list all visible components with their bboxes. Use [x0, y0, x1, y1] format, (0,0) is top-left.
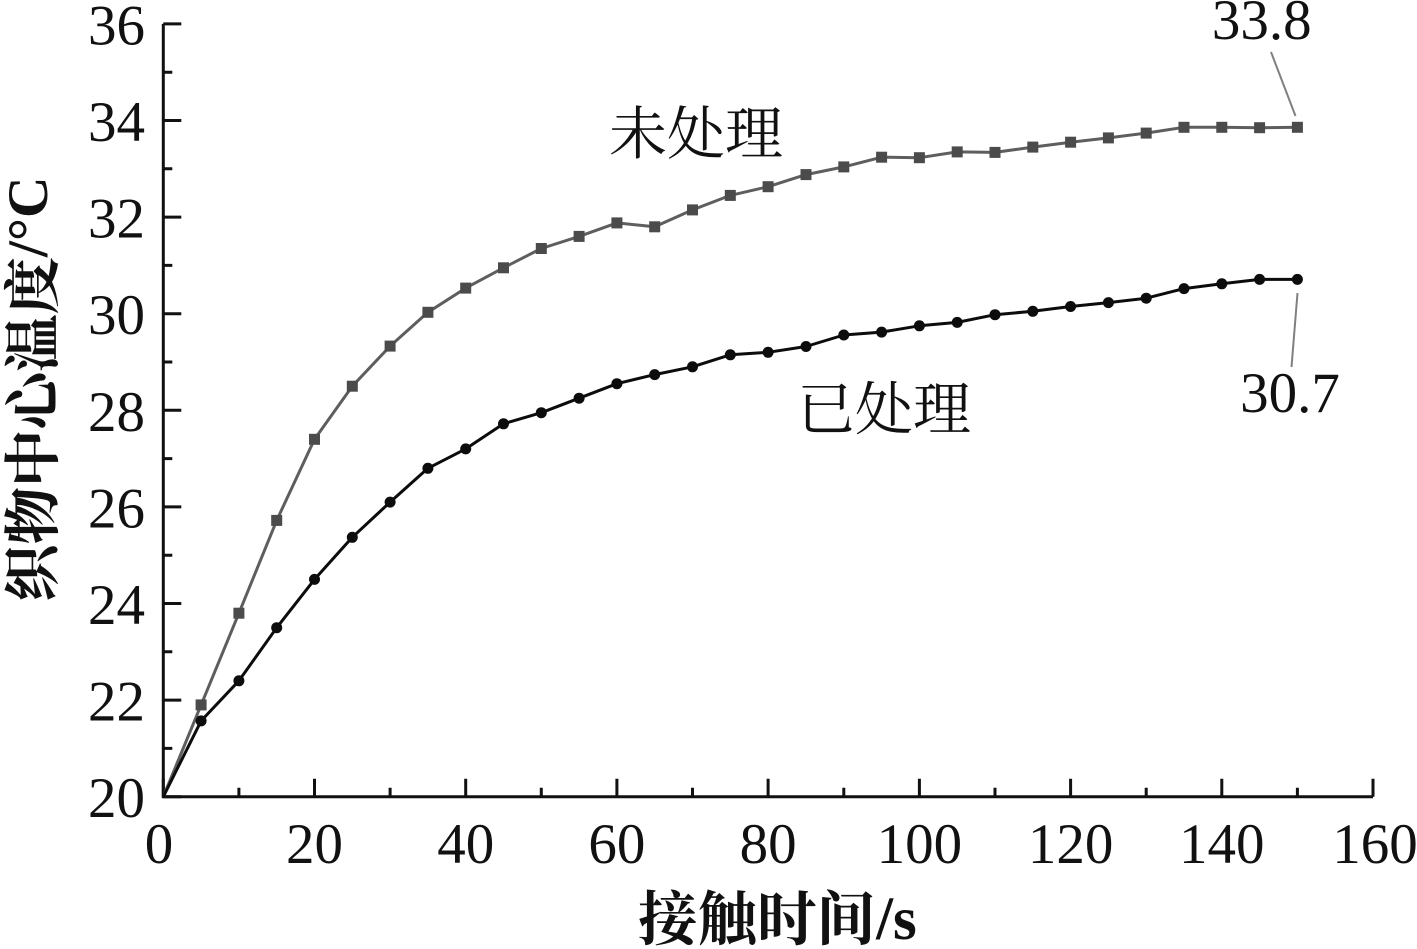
svg-text:60: 60: [588, 813, 645, 876]
svg-text:140: 140: [1179, 813, 1265, 876]
svg-text:33.8: 33.8: [1212, 0, 1312, 52]
svg-text:24: 24: [88, 574, 145, 637]
svg-text:30.7: 30.7: [1240, 362, 1340, 425]
svg-text:100: 100: [877, 813, 963, 876]
svg-text:40: 40: [437, 813, 494, 876]
svg-text:34: 34: [88, 91, 145, 154]
svg-text:/°C: /°C: [0, 177, 60, 259]
svg-text:32: 32: [88, 188, 145, 251]
svg-text:160: 160: [1332, 813, 1417, 876]
svg-text:30: 30: [88, 284, 145, 347]
svg-text:80: 80: [740, 813, 797, 876]
svg-text:22: 22: [88, 671, 145, 734]
svg-text:36: 36: [88, 0, 145, 57]
svg-text:26: 26: [88, 477, 145, 540]
svg-text:/s: /s: [875, 886, 917, 949]
svg-text:20: 20: [286, 813, 343, 876]
svg-text:20: 20: [88, 767, 145, 830]
svg-text:0: 0: [145, 813, 174, 876]
svg-text:28: 28: [88, 381, 145, 444]
svg-text:120: 120: [1028, 813, 1114, 876]
